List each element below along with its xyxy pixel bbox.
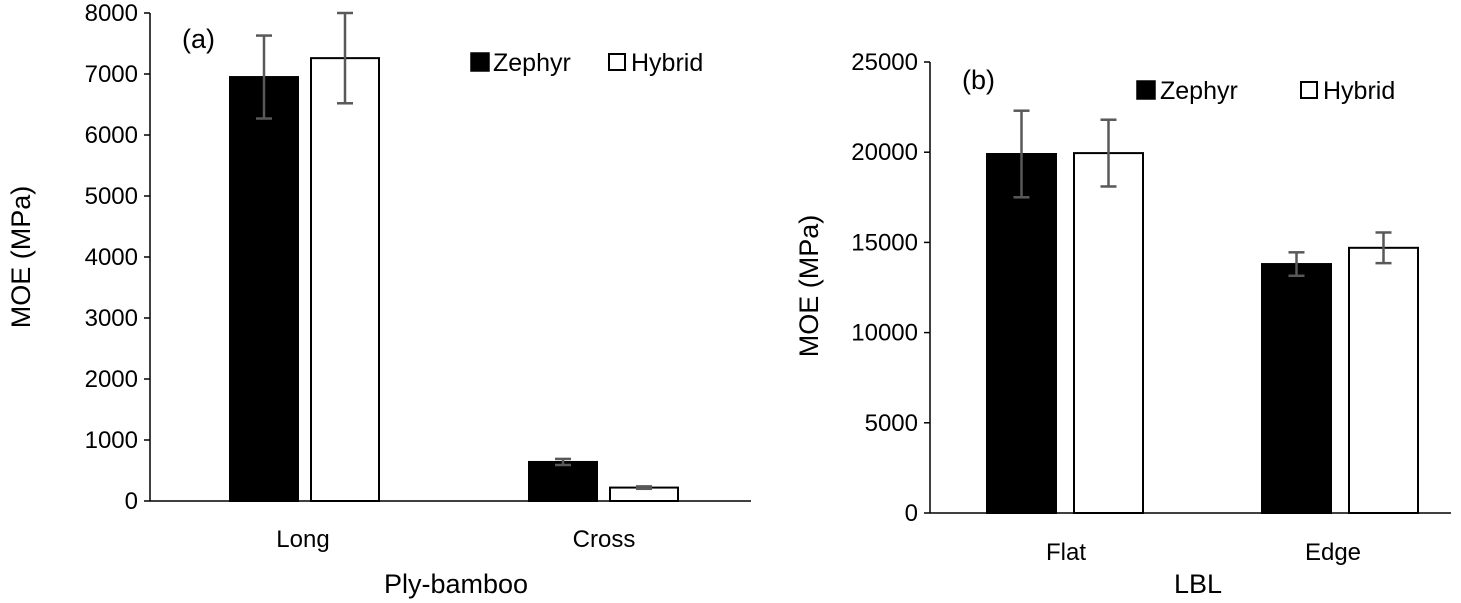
y-tick-label: 25000	[851, 49, 918, 76]
y-tick-label: 10000	[851, 320, 918, 347]
y-tick-label: 1000	[85, 427, 138, 454]
y-tick-label: 0	[125, 488, 138, 515]
y-axis-title-a: MOE (MPa)	[6, 186, 36, 329]
bar-zephyr-flat	[986, 153, 1057, 514]
bar-zephyr-long	[229, 76, 299, 503]
legend-label-hybrid: Hybrid	[631, 49, 703, 77]
legend-label-hybrid: Hybrid	[1323, 77, 1395, 105]
y-tick-label: 4000	[85, 244, 138, 271]
panel-a-label: (a)	[182, 24, 215, 54]
y-tick-label: 2000	[85, 366, 138, 393]
bar-zephyr-cross	[528, 460, 598, 502]
y-tick-label: 3000	[85, 305, 138, 332]
y-tick-label: 5000	[865, 410, 918, 437]
legend-swatch-hybrid	[608, 53, 626, 71]
legend-b: Zephyr Hybrid	[1136, 77, 1395, 105]
y-tick-label: 8000	[85, 0, 138, 27]
bar-zephyr-edge	[1261, 263, 1332, 514]
y-axis-ticks-b: 0 5000 10000 15000 20000 25000	[851, 49, 930, 527]
legend-swatch-zephyr	[470, 52, 490, 72]
y-tick-label: 0	[905, 500, 918, 527]
y-tick-label: 7000	[85, 61, 138, 88]
bar-hybrid-flat	[1073, 152, 1144, 515]
bar-hybrid-edge	[1348, 246, 1419, 514]
x-tick-label: Edge	[1305, 539, 1361, 566]
legend-label-zephyr: Zephyr	[493, 49, 571, 77]
x-axis-ticks-b: Flat Edge	[1046, 539, 1361, 566]
y-tick-label: 6000	[85, 122, 138, 149]
x-tick-label: Long	[276, 526, 329, 553]
legend-swatch-zephyr	[1136, 80, 1156, 100]
x-tick-label: Cross	[573, 526, 636, 553]
axes-a	[149, 13, 751, 502]
y-tick-label: 15000	[851, 229, 918, 256]
panel-b-label: (b)	[962, 65, 995, 95]
bars-b	[986, 109, 1419, 515]
y-axis-title-b: MOE (MPa)	[794, 215, 824, 358]
axes-b	[929, 62, 1451, 514]
chart-panel-a: (a) 0 1000 2000 3000 4000 5000 6000 7000 8000 Lo…	[6, 0, 751, 599]
y-axis-ticks-a: 0 1000 2000 3000 4000 5000 6000 7000 8000	[85, 0, 150, 515]
x-axis-ticks-a: Long Cross	[276, 526, 635, 553]
legend-swatch-hybrid	[1300, 81, 1318, 99]
x-tick-label: Flat	[1046, 539, 1086, 566]
x-axis-title-b: LBL	[1174, 569, 1222, 599]
bars-a	[229, 11, 679, 503]
legend-a: Zephyr Hybrid	[470, 49, 703, 77]
y-tick-label: 5000	[85, 183, 138, 210]
y-tick-label: 20000	[851, 139, 918, 166]
x-axis-title-a: Ply-bamboo	[384, 569, 528, 599]
bar-hybrid-long	[310, 57, 380, 502]
legend-label-zephyr: Zephyr	[1160, 77, 1238, 105]
